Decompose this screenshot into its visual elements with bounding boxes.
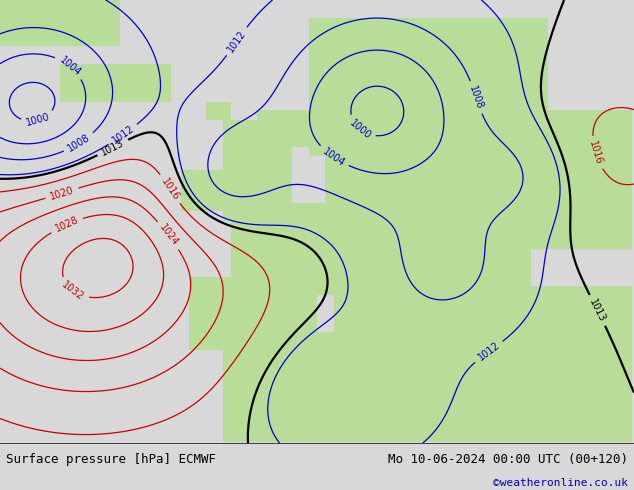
Text: 1004: 1004 [321,146,347,168]
Text: 1016: 1016 [159,176,181,202]
Text: 1008: 1008 [66,132,92,154]
Text: 1000: 1000 [25,112,51,128]
Text: 1008: 1008 [467,84,485,111]
Text: 1024: 1024 [157,222,180,248]
Text: 1032: 1032 [60,279,86,302]
Text: 1028: 1028 [53,215,80,234]
Text: 1012: 1012 [110,123,136,146]
Text: 1004: 1004 [57,55,82,78]
Text: Mo 10-06-2024 00:00 UTC (00+120): Mo 10-06-2024 00:00 UTC (00+120) [387,453,628,466]
Text: ©weatheronline.co.uk: ©weatheronline.co.uk [493,478,628,488]
Text: 1012: 1012 [226,28,248,54]
Text: 1000: 1000 [347,118,373,141]
Text: 1012: 1012 [476,341,501,363]
Text: 1013: 1013 [588,297,607,323]
Text: 1016: 1016 [588,140,604,166]
Text: 1013: 1013 [100,138,126,158]
Text: Surface pressure [hPa] ECMWF: Surface pressure [hPa] ECMWF [6,453,216,466]
Text: 1020: 1020 [49,185,75,201]
